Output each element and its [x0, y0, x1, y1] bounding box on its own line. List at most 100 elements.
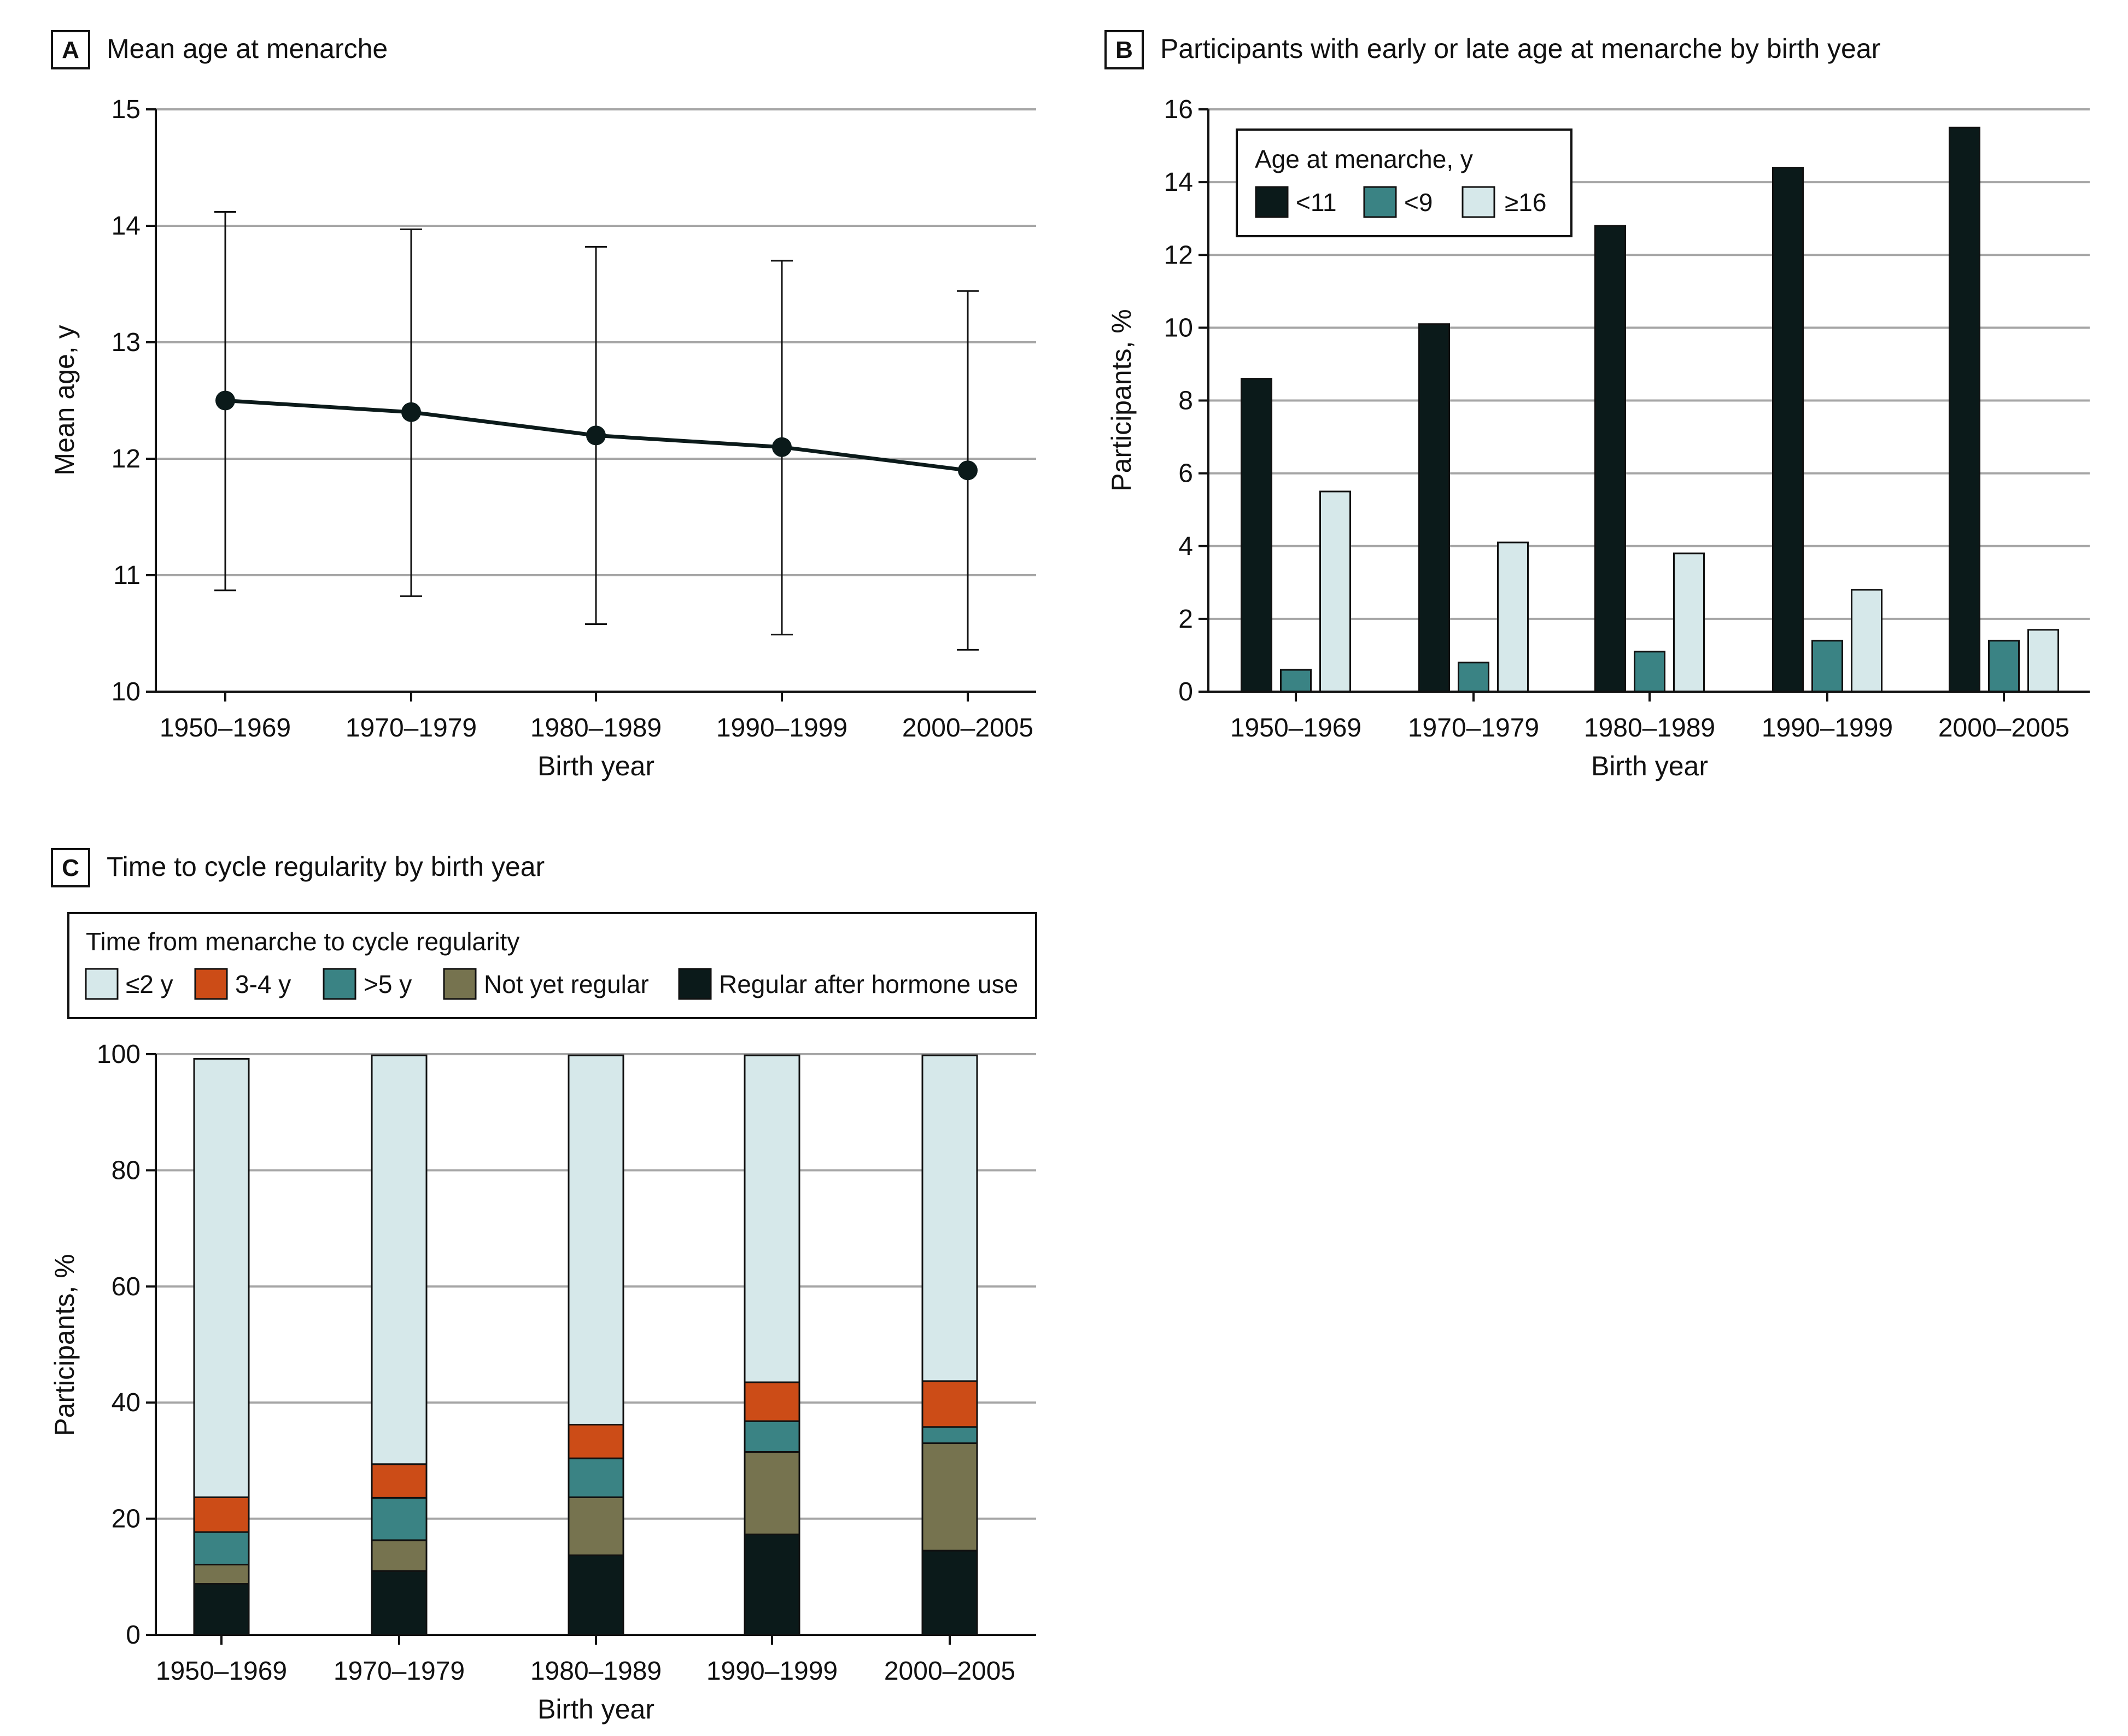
a-y-tick-label: 14 [112, 212, 141, 241]
legend-label-ge16: ≥16 [1505, 188, 1546, 217]
panel-b-bar [1319, 490, 1351, 693]
a-y-tick-label: 15 [112, 95, 141, 124]
panel-c-bar-segment [744, 1381, 800, 1422]
c-y-tick-label: 20 [112, 1505, 141, 1534]
panel-c-bar-segment [193, 1496, 250, 1533]
panel-c-x-label: Birth year [537, 1694, 654, 1725]
panel-b-y-ticks: 0 2 4 6 8 10 12 14 16 [1164, 95, 1208, 706]
a-x-tick-label: 1990–1999 [716, 714, 847, 743]
panel-b-bar [1772, 167, 1804, 693]
panel-c-bar-segment [568, 1424, 624, 1459]
panel-c-y-ticks: 0 20 40 60 80 100 [97, 1040, 156, 1650]
panel-c-letter: C [62, 855, 79, 881]
panel-b-legend: Age at menarche, y <11 <9 ≥16 [1236, 128, 1572, 237]
panel-a-data-point [215, 390, 235, 411]
panel-c-bars [193, 1054, 978, 1636]
panel-a-data-point [586, 425, 606, 446]
panel-c-title: Time to cycle regularity by birth year [107, 851, 545, 882]
legend-swatch-hormone [678, 968, 712, 1000]
c-y-tick-label: 60 [112, 1272, 141, 1301]
panel-b-letter-box [1104, 30, 1144, 69]
panel-b-legend-box [1236, 128, 1572, 237]
panel-b-gridlines [1208, 108, 2090, 620]
panel-c-bar-segment [744, 1451, 800, 1535]
panel-b-bar [1851, 589, 1883, 693]
panel-b-bar [1497, 541, 1529, 693]
b-y-tick-label: 16 [1164, 95, 1193, 124]
legend-swatch-lt9 [1363, 186, 1397, 218]
panel-b-bar-chart: B Participants with early or late age at… [1104, 30, 2090, 781]
panel-a-x-label: Birth year [537, 751, 654, 781]
panel-c-bar-segment [371, 1497, 428, 1541]
panel-a-line-chart: A Mean age at menarche 10 11 12 13 14 15 1950… [49, 30, 1036, 781]
panel-a-letter: A [62, 37, 79, 63]
panel-c-bar-segment [193, 1583, 250, 1636]
panel-a-x-ticks: 1950–1969 1970–1979 1980–1989 1990–1999 2000… [160, 692, 1033, 743]
panel-a-data-point [401, 402, 421, 422]
panel-a-letter-box [51, 30, 90, 69]
panel-b-title: Participants with early or late age at m… [1160, 33, 1880, 64]
a-y-tick-label: 12 [112, 445, 141, 474]
a-x-tick-label: 2000–2005 [902, 714, 1033, 743]
b-y-tick-label: 10 [1164, 313, 1193, 342]
panel-b-bars [1241, 126, 2059, 693]
b-x-tick-label: 1980–1989 [1584, 714, 1715, 743]
c-x-tick-label: 2000–2005 [884, 1657, 1015, 1686]
b-x-tick-label: 1990–1999 [1762, 714, 1893, 743]
panel-c-legend-title: Time from menarche to cycle regularity [86, 927, 519, 956]
panel-b-bar [1241, 378, 1272, 693]
b-x-tick-label: 1970–1979 [1408, 714, 1539, 743]
legend-swatch-ge16 [1461, 186, 1495, 218]
b-y-tick-label: 4 [1178, 532, 1193, 561]
a-x-tick-label: 1970–1979 [346, 714, 477, 743]
panel-c-bar-segment [371, 1539, 428, 1572]
c-x-tick-label: 1970–1979 [334, 1657, 465, 1686]
panel-a-y-label: Mean age, y [49, 325, 80, 475]
legend-label-not-yet: Not yet regular [484, 970, 649, 998]
legend-label-hormone: Regular after hormone use [719, 970, 1018, 998]
panel-c-bar-segment [193, 1531, 250, 1565]
panel-a-y-ticks: 10 11 12 13 14 15 [112, 95, 156, 706]
panel-b-bar [2027, 629, 2059, 693]
panel-a-data-point [958, 460, 978, 481]
legend-swatch-3to4y [194, 968, 228, 1000]
panel-c-letter-box [51, 848, 90, 887]
b-y-tick-label: 12 [1164, 241, 1193, 270]
panel-c-bar-segment [568, 1496, 624, 1557]
panel-c-bar-segment [744, 1054, 800, 1383]
panel-b-bar [1811, 640, 1843, 693]
legend-label-3to4y: 3-4 y [235, 970, 291, 998]
panel-b-bar [1949, 126, 1980, 693]
panel-c-bar-segment [921, 1426, 978, 1445]
legend-label-gt5y: >5 y [364, 970, 412, 998]
panel-c-legend-box [67, 912, 1037, 1019]
legend-label-lt11: <11 [1296, 188, 1337, 217]
c-y-tick-label: 80 [112, 1156, 141, 1185]
panel-b-bar [1988, 640, 2020, 693]
panel-c-bar-segment [921, 1054, 978, 1382]
a-y-tick-label: 10 [112, 677, 141, 706]
panel-b-bar [1418, 323, 1450, 693]
panel-c-bar-segment [921, 1442, 978, 1552]
panel-c-bar-segment [744, 1533, 800, 1636]
panel-c-x-ticks: 1950–1969 1970–1979 1980–1989 1990–1999 2000… [156, 1635, 1015, 1686]
panel-b-x-label: Birth year [1591, 751, 1708, 781]
c-y-tick-label: 100 [97, 1040, 141, 1069]
legend-swatch-gt5y [323, 968, 356, 1000]
b-y-tick-label: 8 [1178, 387, 1193, 416]
c-x-tick-label: 1990–1999 [706, 1657, 838, 1686]
panel-a-marks [214, 211, 979, 651]
panel-b-bar [1594, 225, 1626, 693]
panel-b-bar [1280, 669, 1312, 693]
panel-c-legend: Time from menarche to cycle regularity ≤… [67, 912, 1037, 1019]
panel-c-bar-segment [371, 1570, 428, 1636]
legend-label-lt9: <9 [1404, 188, 1433, 217]
c-x-tick-label: 1950–1969 [156, 1657, 287, 1686]
panel-b-legend-title: Age at menarche, y [1255, 145, 1473, 173]
panel-c-bar-segment [921, 1380, 978, 1428]
panel-c-stacked-bar-chart: C Time to cycle regularity by birth year… [49, 848, 1037, 1725]
c-x-tick-label: 1980–1989 [530, 1657, 662, 1686]
b-y-tick-label: 2 [1178, 605, 1193, 634]
panel-c-bar-segment [568, 1554, 624, 1636]
